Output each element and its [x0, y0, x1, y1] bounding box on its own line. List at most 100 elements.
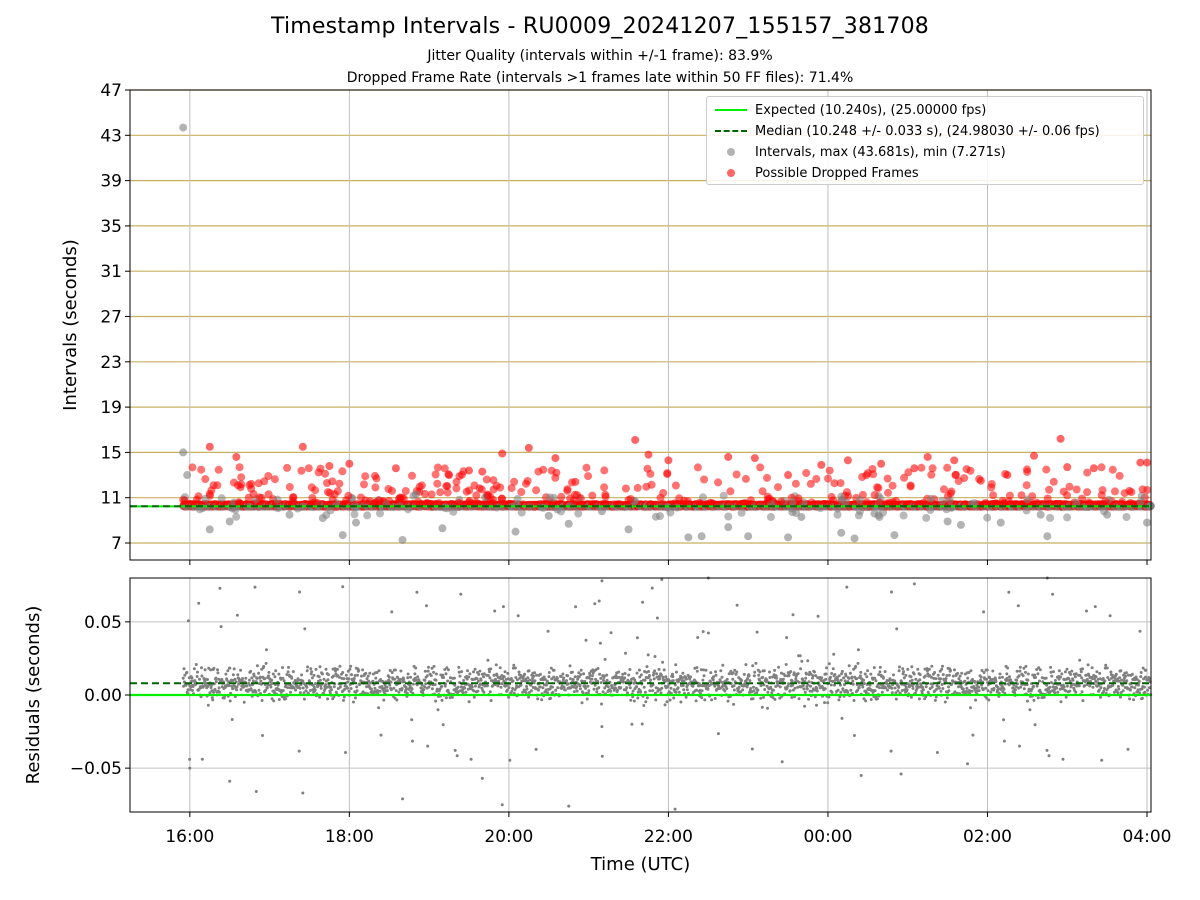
residual-point [264, 661, 268, 665]
dropped-frame-point [366, 497, 374, 506]
interval-point [684, 533, 693, 542]
dropped-frame-point [824, 474, 832, 483]
dropped-frame-point [298, 442, 307, 451]
interval-point [363, 511, 372, 520]
residual-point [267, 674, 270, 678]
interval-point [983, 513, 992, 522]
dropped-frame-point [197, 465, 206, 474]
dropped-frame-point [209, 481, 218, 490]
dropped-frame-point [307, 483, 316, 492]
residual-point [217, 686, 221, 690]
residual-point [214, 680, 218, 684]
dropped-frame-point [328, 495, 337, 504]
dropped-frame-point [724, 452, 733, 461]
dropped-frame-point [489, 476, 498, 485]
interval-point [879, 508, 887, 517]
residual-point [188, 757, 192, 761]
dropped-frame-point [391, 464, 400, 473]
residual-point [228, 699, 232, 703]
dropped-frame-point [496, 483, 505, 492]
dropped-frame-point [465, 466, 474, 475]
residual-point [254, 690, 258, 694]
dropped-frame-point [415, 482, 424, 491]
residual-point [257, 688, 261, 692]
residual-point [244, 676, 248, 680]
dropped-frame-point [950, 456, 959, 465]
interval-point [574, 509, 583, 518]
residual-point [232, 667, 236, 671]
residual-point [235, 685, 239, 689]
dropped-frame-point [255, 493, 264, 502]
dropped-frame-point [870, 491, 879, 499]
interval-point [511, 527, 520, 536]
dropped-frame-point [464, 498, 473, 507]
dropped-frame-point [873, 483, 882, 492]
dropped-frame-point [741, 474, 750, 483]
bottom-points [181, 576, 1153, 811]
dropped-frame-point [1003, 471, 1012, 480]
dropped-frame-point [951, 471, 960, 479]
dropped-frame-point [943, 463, 952, 472]
dropped-frame-point [600, 466, 609, 475]
residual-point [235, 688, 239, 692]
dropped-frame-point [1089, 464, 1098, 473]
dropped-frame-point [830, 479, 839, 488]
residual-point [265, 648, 268, 652]
interval-point [784, 533, 793, 542]
dropped-frame-point [906, 482, 915, 491]
dropped-frame-point [940, 485, 948, 494]
residual-point [186, 619, 190, 623]
dropped-frame-point [1115, 471, 1124, 480]
dropped-frame-point [517, 488, 526, 496]
interval-point [440, 503, 449, 512]
dropped-frame-point [927, 470, 936, 479]
residual-point [255, 676, 259, 680]
interval-point [1063, 513, 1072, 522]
dropped-frame-point [862, 471, 871, 480]
dropped-frame-point [1127, 488, 1136, 497]
dropped-frame-point [862, 498, 871, 507]
residual-point [218, 586, 222, 590]
interval-point [1022, 506, 1031, 515]
residual-point [191, 685, 195, 688]
dropped-frame-point [534, 467, 543, 476]
residual-point [218, 690, 221, 694]
dropped-frame-point [1108, 465, 1117, 474]
dropped-frame-point [601, 492, 610, 501]
dropped-frame-point [582, 463, 591, 472]
interval-point [850, 534, 859, 543]
dropped-frame-point [1120, 489, 1129, 498]
dropped-frame-point [588, 491, 597, 500]
dropped-frame-point [794, 494, 803, 503]
dropped-frame-point [408, 471, 416, 480]
dropped-frame-point [1072, 485, 1081, 494]
dropped-frame-point [946, 489, 955, 498]
dropped-frame-point [1083, 488, 1092, 497]
residual-point [230, 718, 234, 721]
residual-point [216, 668, 219, 672]
interval-point [338, 531, 347, 540]
dropped-frame-point [234, 498, 243, 507]
dropped-frame-point [693, 463, 702, 472]
interval-point [544, 511, 553, 520]
residual-point [261, 734, 264, 737]
dropped-frame-point [659, 489, 668, 497]
dropped-frame-point [664, 456, 673, 465]
interval-point [539, 503, 548, 512]
residual-point [200, 674, 204, 678]
dropped-frame-point [372, 474, 381, 483]
dropped-frame-point [777, 497, 786, 506]
interval-point [326, 506, 335, 515]
dropped-frame-point [235, 463, 244, 472]
dropped-frame-point [497, 494, 506, 503]
dropped-frame-point [1084, 498, 1093, 507]
interval-point [854, 511, 863, 520]
residual-point [258, 675, 262, 679]
residual-point [198, 677, 201, 681]
dropped-frame-point [1049, 477, 1058, 486]
dropped-frame-point [229, 478, 238, 487]
dropped-frame-point [750, 454, 759, 463]
dropped-frame-point [758, 487, 767, 496]
residual-point [252, 674, 256, 678]
dropped-frame-point [817, 460, 826, 469]
